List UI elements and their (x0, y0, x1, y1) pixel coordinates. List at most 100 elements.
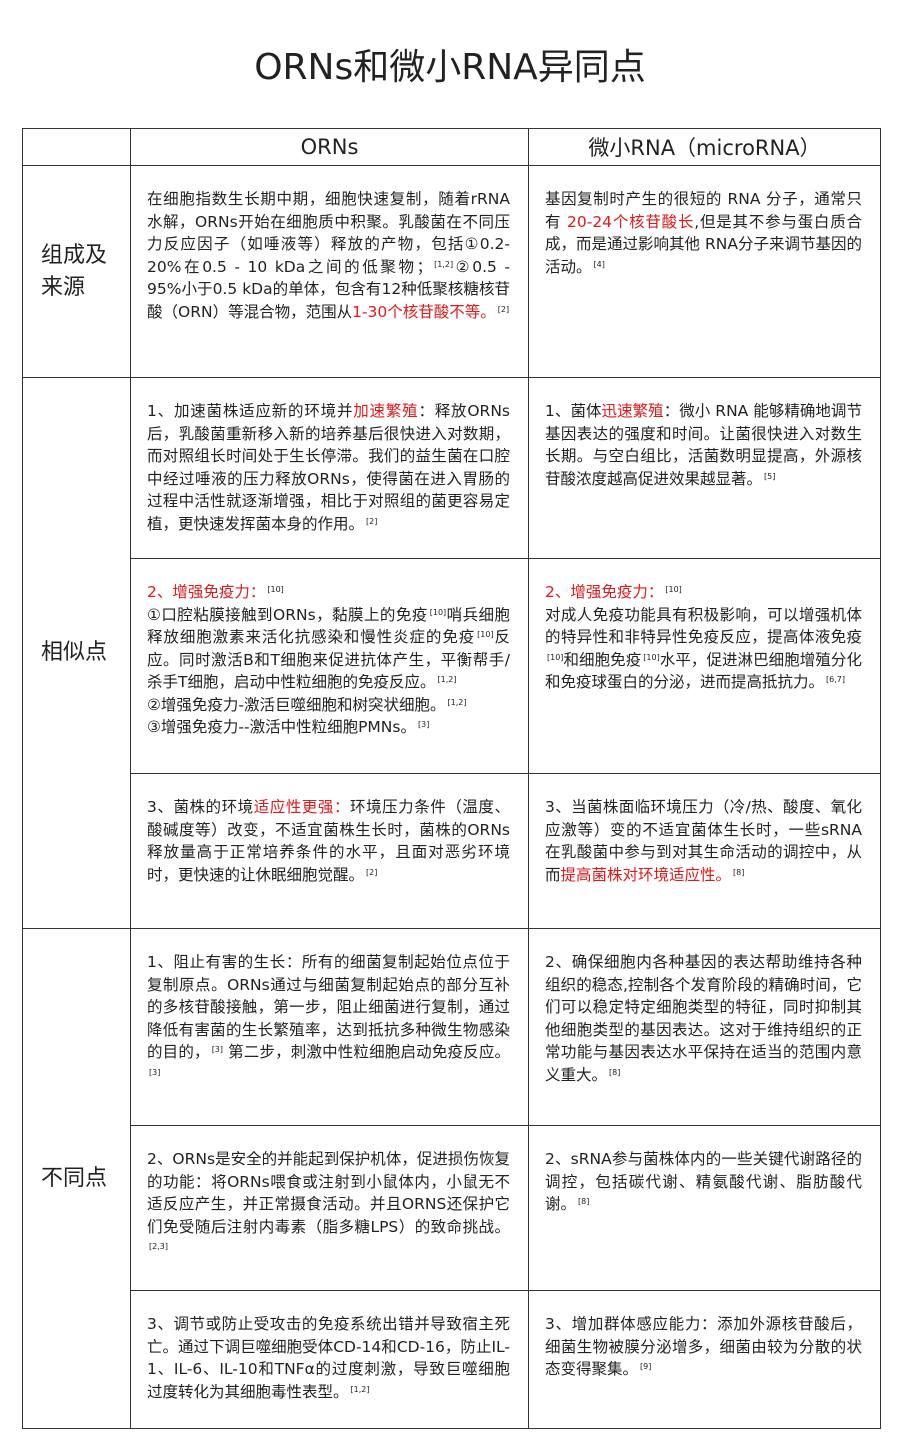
highlight-text: 2、增强免疫力： (147, 583, 266, 601)
text-run: 3、增加群体感应能力：添加外源核苷酸后，细菌生物被膜分泌增多，细菌由较为分散的状… (545, 1315, 862, 1378)
text-run: 3、调节或防止受攻击的免疫系统出错并导致宿主死亡。通过下调巨噬细胞受体CD-14… (147, 1315, 510, 1401)
text-run: 2、ORNs是安全的并能起到保护机体，促进损伤恢复的功能：将ORNs喂食或注射到… (147, 1150, 510, 1236)
paragraph: 2、确保细胞内各种基因的表达帮助维持各种组织的稳态,控制各个发育阶段的精确时间，… (545, 951, 862, 1086)
citation: [1,2] (447, 697, 467, 707)
text-run: ：微小 RNA 能够精确地调节基因表达的强度和时间。让菌很快进入对数生长期。与空… (545, 402, 862, 488)
table-row: 相似点 1、加速菌株适应新的环境并加速繁殖：释放ORNs后，乳酸菌重新移入新的培养… (22, 377, 881, 929)
citation: [4] (593, 259, 605, 269)
text-run: ①口腔粘膜接触到ORNs，黏膜上的免疫 (147, 605, 428, 624)
text-cell: 基因复制时产生的很短的 RNA 分子，通常只有 20-24个核苷酸长,但是其不参… (528, 165, 881, 378)
highlight-text: 提高菌株对环境适应性。 (560, 865, 732, 884)
citation: [2] (366, 867, 378, 877)
table-row: 3、菌株的环境适应性更强：环境压力条件（温度、酸碱度等）改变，不适宜菌株生长时，… (23, 773, 881, 929)
citation: [8] (733, 867, 745, 877)
text-run: ③增强免疫力--激活中性粒细胞PMNs。 (147, 718, 416, 736)
text-cell: 在细胞指数生长期中期，细胞快速复制，随着rRNA水解，ORNs开始在细胞质中积聚… (130, 165, 529, 378)
highlight-text: 2、增强免疫力： (545, 583, 664, 601)
paragraph: 2、sRNA参与菌株体内的一些关键代谢路径的调控，包括碳代谢、精氨酸代谢、脂肪酸… (545, 1148, 862, 1216)
citation: [10] (267, 585, 284, 594)
table-row: 组成及来源 在细胞指数生长期中期，细胞快速复制，随着rRNA水解，ORNs开始在细… (22, 165, 881, 378)
paragraph: 3、当菌株面临环境压力（冷/热、酸度、氧化应激等）变的不适宜菌体生长时，一些sR… (545, 796, 862, 886)
citation: [10] (665, 585, 682, 594)
paragraph: 1、菌体迅速繁殖：微小 RNA 能够精确地调节基因表达的强度和时间。让菌很快进入… (545, 400, 862, 490)
row-label: 不同点 (22, 928, 131, 1429)
text-run: 反应。同时激活B和T细胞来促进抗体产生，平衡帮手/杀手T细胞，启动中性粒细胞的免… (147, 628, 510, 691)
highlight-text: 加速繁殖 (353, 402, 419, 420)
row-label: 组成及来源 (22, 165, 131, 378)
paragraph: 2、ORNs是安全的并能起到保护机体，促进损伤恢复的功能：将ORNs喂食或注射到… (147, 1148, 510, 1261)
column-header: 微小RNA（microRNA） (528, 128, 881, 166)
citation: [1,2] (434, 259, 454, 269)
text-cell: 1、菌体迅速繁殖：微小 RNA 能够精确地调节基因表达的强度和时间。让菌很快进入… (528, 377, 881, 559)
paragraph: 2、增强免疫力： [10] (545, 581, 862, 604)
column-header: ORNs (130, 128, 529, 166)
citation: [10] (429, 607, 447, 617)
citation: [2,3] (149, 1242, 168, 1251)
text-cell: 2、sRNA参与菌株体内的一些关键代谢路径的调控，包括碳代谢、精氨酸代谢、脂肪酸… (528, 1125, 881, 1291)
text-run: 和细胞免疫 (563, 650, 642, 669)
text-cell: 1、阻止有害的生长：所有的细菌复制起始位点位于复制原点。ORNs通过与细菌复制起… (130, 928, 529, 1126)
text-run: 2、sRNA参与菌株体内的一些关键代谢路径的调控，包括碳代谢、精氨酸代谢、脂肪酸… (545, 1150, 862, 1213)
paragraph: 3、菌株的环境适应性更强：环境压力条件（温度、酸碱度等）改变，不适宜菌株生长时，… (147, 796, 510, 886)
highlight-text: 迅速繁殖 (601, 402, 664, 420)
text-run: 基因复制时产生的很短的 RNA 分子，通常只有 (545, 190, 862, 231)
table-row: 3、调节或防止受攻击的免疫系统出错并导致宿主死亡。通过下调巨噬细胞受体CD-14… (23, 1290, 881, 1429)
citation: [10] (643, 652, 660, 662)
paragraph: 1、加速菌株适应新的环境并加速繁殖：释放ORNs后，乳酸菌重新移入新的培养基后很… (147, 400, 510, 535)
table-row: 2、增强免疫力： [10] ①口腔粘膜接触到ORNs，黏膜上的免疫 [10]哨兵细胞释… (23, 558, 881, 774)
paragraph: ①口腔粘膜接触到ORNs，黏膜上的免疫 [10]哨兵细胞释放细胞激素来活化抗感染和… (147, 604, 510, 694)
text-cell: 3、当菌株面临环境压力（冷/热、酸度、氧化应激等）变的不适宜菌体生长时，一些sR… (528, 773, 881, 929)
paragraph: ②增强免疫力-激活巨噬细胞和树突状细胞。 [1,2] (147, 694, 510, 717)
paragraph: 3、调节或防止受攻击的免疫系统出错并导致宿主死亡。通过下调巨噬细胞受体CD-14… (147, 1313, 510, 1403)
text-run: 1、菌体 (545, 402, 602, 420)
comparison-table: ORNs 微小RNA（microRNA） 组成及来源 在细胞指数生长期中期，细胞快速复… (22, 128, 881, 1429)
text-run: 3、菌株的环境 (147, 798, 254, 816)
text-run: 水平，促进淋巴细胞增殖分化和免疫球蛋白的分泌，进而提高抵抗力。 (545, 650, 862, 692)
paragraph: 在细胞指数生长期中期，细胞快速复制，随着rRNA水解，ORNs开始在细胞质中积聚… (147, 188, 510, 323)
paragraph: 基因复制时产生的很短的 RNA 分子，通常只有 20-24个核苷酸长,但是其不参… (545, 188, 862, 278)
paragraph: ③增强免疫力--激活中性粒细胞PMNs。 [3] (147, 716, 510, 739)
paragraph: 2、增强免疫力： [10] (147, 581, 510, 604)
citation: [3] (149, 1067, 161, 1077)
text-run: ,但是其不参与蛋白质合成，而是通过影响其他 RNA分子来调节基因的活动。 (545, 212, 862, 276)
citation: [10] (547, 652, 564, 662)
text-cell: 2、ORNs是安全的并能起到保护机体，促进损伤恢复的功能：将ORNs喂食或注射到… (130, 1125, 529, 1291)
citation: [10] (477, 630, 494, 639)
text-cell: 3、菌株的环境适应性更强：环境压力条件（温度、酸碱度等）改变，不适宜菌株生长时，… (130, 773, 529, 929)
text-run: 3、当菌株面临环境压力（冷/热、酸度、氧化应激等）变的不适宜菌体生长时，一些sR… (545, 798, 862, 884)
text-cell: 3、调节或防止受攻击的免疫系统出错并导致宿主死亡。通过下调巨噬细胞受体CD-14… (130, 1290, 529, 1429)
highlight-text: 20-24个核苷酸长 (567, 212, 695, 231)
corner-cell (22, 128, 131, 166)
text-run: 1、阻止有害的生长：所有的细菌复制起始位点位于复制原点。ORNs通过与细菌复制起… (147, 953, 510, 1061)
text-run: 在细胞指数生长期中期，细胞快速复制，随着rRNA水解，ORNs开始在细胞质中积聚… (147, 190, 510, 276)
citation: [3] (417, 720, 430, 729)
citation: [2] (497, 304, 510, 314)
text-run: 第二步，刺激中性粒细胞启动免疫反应。 (223, 1043, 510, 1061)
text-run: 哨兵细胞释放细胞激素来活化抗感染和慢性炎症的免疫 (147, 605, 510, 647)
citation: [8] (609, 1067, 621, 1077)
row-label: 相似点 (22, 377, 131, 929)
paragraph: 对成人免疫功能具有积极影响，可以增强机体的特异性和非特异性免疫反应，提高体液免疫… (545, 604, 862, 694)
text-cell: 1、加速菌株适应新的环境并加速繁殖：释放ORNs后，乳酸菌重新移入新的培养基后很… (130, 377, 529, 559)
text-cell: 2、增强免疫力： [10] 对成人免疫功能具有积极影响，可以增强机体的特异性和非特异… (528, 558, 881, 774)
text-run: 环境压力条件（温度、酸碱度等）改变，不适宜菌株生长时，菌株的ORNs释放量高于正… (147, 798, 510, 884)
table-row: 2、ORNs是安全的并能起到保护机体，促进损伤恢复的功能：将ORNs喂食或注射到… (23, 1125, 881, 1291)
highlight-text: 1-30个核苷酸不等。 (352, 302, 496, 321)
citation: [6,7] (826, 675, 845, 684)
highlight-text: 适应性更强： (253, 798, 351, 816)
table-row: 不同点 1、阻止有害的生长：所有的细菌复制起始位点位于复制原点。ORNs通过与细菌… (22, 928, 881, 1429)
text-run: 2、确保细胞内各种基因的表达帮助维持各种组织的稳态,控制各个发育阶段的精确时间，… (545, 953, 862, 1084)
text-cell: 2、增强免疫力： [10] ①口腔粘膜接触到ORNs，黏膜上的免疫 [10]哨兵细胞释… (130, 558, 529, 774)
text-cell: 2、确保细胞内各种基因的表达帮助维持各种组织的稳态,控制各个发育阶段的精确时间，… (528, 928, 881, 1126)
text-run: ②0.5 - 95%小于0.5 kDa的单体，包含有12种低聚核糖核苷酸（ORN… (147, 257, 510, 321)
citation: [1,2] (437, 675, 457, 684)
text-cell: 3、增加群体感应能力：添加外源核苷酸后，细菌生物被膜分泌增多，细菌由较为分散的状… (528, 1290, 881, 1429)
paragraph: 1、阻止有害的生长：所有的细菌复制起始位点位于复制原点。ORNs通过与细菌复制起… (147, 951, 510, 1086)
citation: [8] (578, 1197, 590, 1206)
citation: [1,2] (350, 1384, 370, 1394)
header-row: ORNs 微小RNA（microRNA） (22, 128, 881, 166)
citation: [2] (366, 516, 378, 526)
paragraph: 3、增加群体感应能力：添加外源核苷酸后，细菌生物被膜分泌增多，细菌由较为分散的状… (545, 1313, 862, 1381)
page-title: ORNs和微小RNA异同点 (254, 47, 646, 88)
